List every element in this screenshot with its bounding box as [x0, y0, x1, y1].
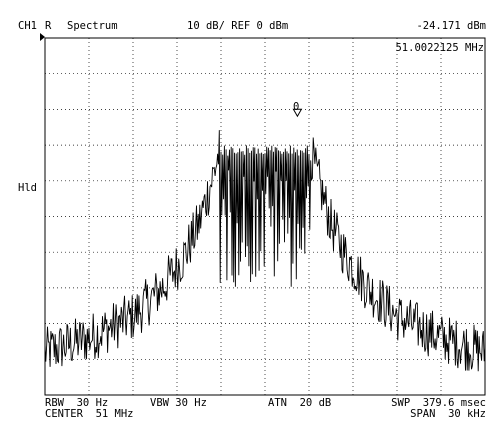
- channel-label: CH1: [18, 20, 37, 32]
- trace-mode-label: R: [45, 20, 52, 32]
- attenuation-label: ATN 20 dB: [268, 397, 332, 409]
- center-frequency-label: CENTER 51 MHz: [45, 408, 134, 420]
- channel-active-arrow-icon: [40, 33, 45, 41]
- marker-frequency-readout: 51.0022125 MHz: [395, 42, 484, 54]
- sweep-time-label: SWP 379.6 msec: [391, 397, 486, 409]
- spectrum-trace: [44, 130, 486, 372]
- vbw-label: VBW 30 Hz: [150, 397, 207, 409]
- hold-indicator: Hld: [18, 182, 37, 194]
- mode-label: Spectrum: [67, 20, 118, 32]
- marker-number-label: 0: [293, 101, 300, 113]
- marker-triangle-icon: [292, 108, 303, 118]
- marker-level-readout: -24.171 dBm: [416, 20, 486, 32]
- scale-ref-label: 10 dB/ REF 0 dBm: [187, 20, 289, 32]
- rbw-label: RBW 30 Hz: [45, 397, 109, 409]
- span-label: SPAN 30 kHz: [410, 408, 486, 420]
